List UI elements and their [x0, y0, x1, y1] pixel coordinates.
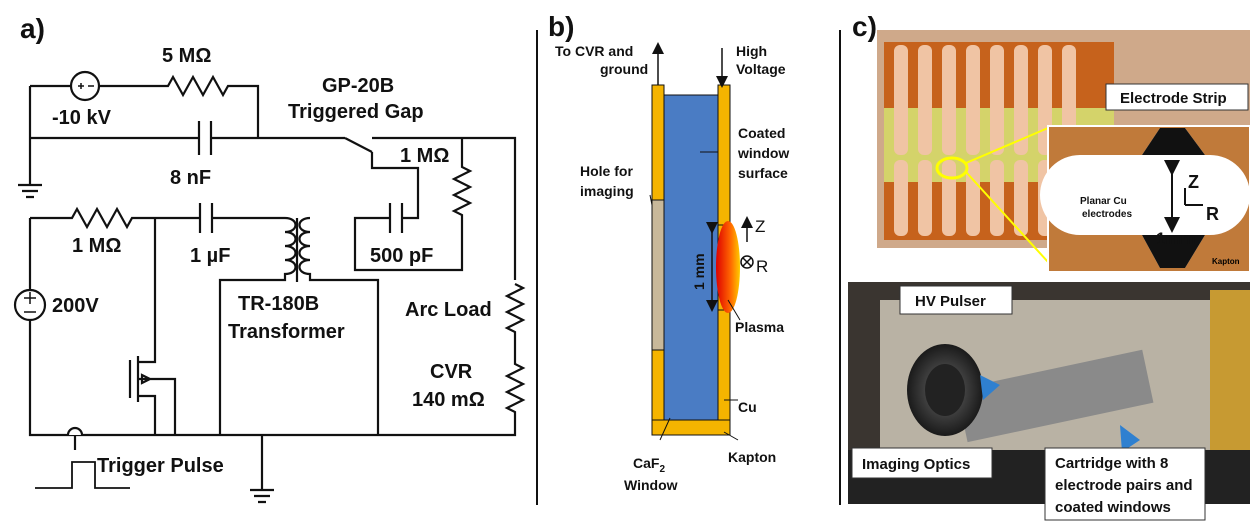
- annotation: imaging: [580, 183, 634, 199]
- fixture: [1210, 290, 1250, 450]
- rect: [918, 160, 932, 236]
- lens: [925, 364, 965, 416]
- gap-label: GP-20B: [322, 75, 394, 97]
- capacitor-label: 8 nF: [170, 167, 211, 189]
- rect: [894, 45, 908, 155]
- annotation: High: [736, 43, 767, 59]
- rect: [990, 160, 1004, 236]
- photo-label: Cartridge with 8: [1055, 455, 1168, 472]
- shape: [390, 203, 402, 233]
- plasma: [716, 221, 740, 313]
- rect: [966, 45, 980, 155]
- photo-label: Kapton: [1212, 257, 1240, 266]
- photo-panel: c) Electrode Strip Planar Cu electrodes …: [848, 11, 1250, 520]
- shape: [18, 86, 42, 197]
- rect: [990, 45, 1004, 155]
- circle: [71, 72, 99, 100]
- capacitor-label: 500 pF: [370, 245, 433, 267]
- rect: [1014, 160, 1028, 236]
- rect: [894, 160, 908, 236]
- shape: [68, 428, 82, 435]
- cell-panel: b) To CVR and ground High Voltage Coated…: [548, 11, 789, 493]
- shape: [24, 292, 36, 312]
- annotation: CaF: [633, 455, 660, 471]
- annotation: CaF2: [633, 455, 665, 475]
- shape: [250, 435, 274, 502]
- shape: [130, 218, 175, 435]
- axis-label: R: [756, 257, 768, 276]
- subscript: 2: [659, 464, 665, 475]
- photo-label: Planar Cu: [1080, 196, 1127, 207]
- axis-label: R: [1206, 204, 1219, 224]
- cvr-label: CVR: [430, 361, 473, 383]
- rect: [966, 160, 980, 236]
- source-label: -10 kV: [52, 107, 112, 129]
- hole: [652, 200, 664, 350]
- load-label: Arc Load: [405, 299, 492, 321]
- photo-label: coated windows: [1055, 499, 1171, 516]
- wires: [15, 72, 523, 502]
- annotation: window: [737, 145, 789, 161]
- photo-label: electrode pairs and: [1055, 477, 1193, 494]
- panel-label: a): [20, 13, 45, 44]
- gap-label: Triggered Gap: [288, 101, 424, 123]
- photo-label: HV Pulser: [915, 293, 986, 310]
- figure: a) 5 MΩ -10 kV 8 nF GP-20B Triggered Gap…: [0, 0, 1252, 524]
- shape: [78, 83, 94, 89]
- annotation: Hole for: [580, 163, 633, 179]
- photo-label: Electrode Strip: [1120, 90, 1227, 107]
- axis-symbol: [743, 258, 751, 266]
- rect: [942, 160, 956, 236]
- gap-label: 1mm: [1156, 229, 1196, 248]
- annotation: Cu: [738, 399, 757, 415]
- rect: [942, 45, 956, 155]
- source-label: 200V: [52, 295, 99, 317]
- gap-label: 1 mm: [691, 253, 707, 290]
- annotation: Plasma: [735, 319, 784, 335]
- annotation: Coated: [738, 125, 785, 141]
- shape: [30, 209, 285, 227]
- annotation: Kapton: [728, 449, 776, 465]
- circuit-panel: a) 5 MΩ -10 kV 8 nF GP-20B Triggered Gap…: [15, 13, 523, 502]
- panel-label: c): [852, 11, 877, 42]
- resistor-label: 1 MΩ: [400, 145, 449, 167]
- annotation: Window: [624, 477, 678, 493]
- axis-label: Z: [1188, 172, 1199, 192]
- transformer-label: Transformer: [228, 321, 345, 343]
- shape: [200, 203, 212, 233]
- resistor-label: 1 MΩ: [72, 235, 121, 257]
- cvr-label: 140 mΩ: [412, 389, 485, 411]
- axis-label: Z: [755, 217, 765, 236]
- photo-label: electrodes: [1082, 209, 1132, 220]
- capacitor-label: 1 µF: [190, 245, 230, 267]
- trigger-label: Trigger Pulse: [97, 455, 224, 477]
- panel-label: b): [548, 11, 574, 42]
- resistor-label: 5 MΩ: [162, 45, 211, 67]
- annotation: Voltage: [736, 61, 786, 77]
- photo-label: Imaging Optics: [862, 456, 970, 473]
- annotation: ground: [600, 61, 648, 77]
- transformer-label: TR-180B: [238, 293, 319, 315]
- annotation: surface: [738, 165, 788, 181]
- annotation: To CVR and: [555, 43, 633, 59]
- rect: [918, 45, 932, 155]
